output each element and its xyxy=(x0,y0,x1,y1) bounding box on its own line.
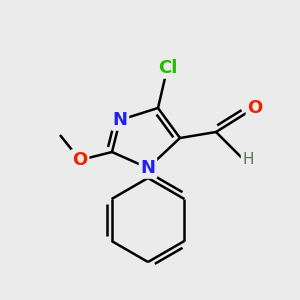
Text: N: N xyxy=(112,111,128,129)
Text: O: O xyxy=(248,99,262,117)
Text: H: H xyxy=(242,152,254,167)
Text: Cl: Cl xyxy=(158,59,178,77)
Text: N: N xyxy=(140,159,155,177)
Text: O: O xyxy=(72,151,88,169)
